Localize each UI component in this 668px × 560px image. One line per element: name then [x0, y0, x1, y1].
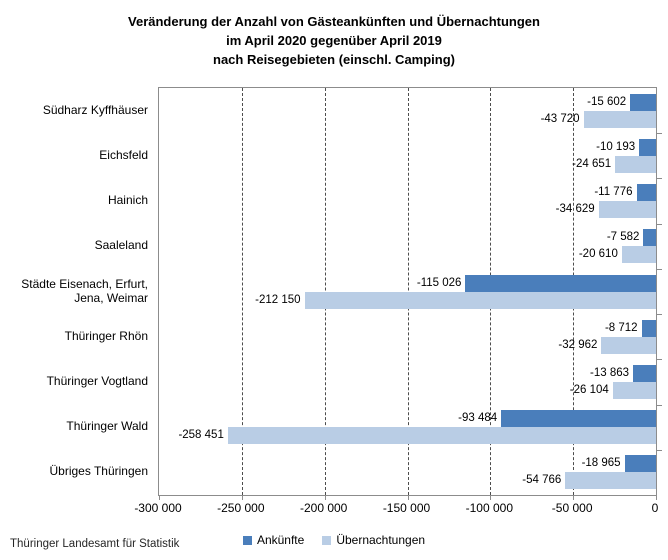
legend-item-ankuenfte: Ankünfte	[242, 533, 305, 547]
category-axis-tick	[657, 359, 662, 361]
category-label: Thüringer Vogtland	[46, 373, 148, 388]
x-axis-tick	[407, 496, 409, 500]
plot-area: -15 602 -43 720 -10 193 -24 651 -11 776 -34 6…	[158, 87, 662, 500]
bar-uebernachtungen	[621, 246, 656, 264]
chart-title-line-2: im April 2020 gegenüber April 2019	[226, 33, 442, 48]
x-tick-label: -100 000	[465, 501, 514, 515]
value-axis-labels: -300 000 -250 000 -200 000 -150 000 -100 000…	[134, 501, 658, 517]
bar-ankuenfte	[641, 319, 656, 337]
x-tick-label: -200 000	[299, 501, 348, 515]
category-label: Saaleland	[94, 238, 148, 253]
bar-uebernachtungen	[615, 155, 656, 173]
legend-label-uebernachtungen: Übernachtungen	[336, 533, 426, 547]
legend-item-uebernachtungen: Übernachtungen	[322, 533, 425, 547]
legend-swatch-uebernachtungen	[322, 535, 332, 545]
bar-value-label: -15 602	[587, 95, 627, 108]
bar-ankuenfte	[643, 229, 656, 247]
bar-value-label: -10 193	[596, 140, 636, 153]
legend-label-ankuenfte: Ankünfte	[256, 533, 305, 547]
chart-title: Veränderung der Anzahl von Gästeankünfte…	[0, 12, 668, 69]
x-tick-label: -250 000	[217, 501, 265, 515]
bar-uebernachtungen	[227, 427, 656, 445]
bar-value-label: -7 582	[606, 231, 640, 244]
bar-value-label: -34 629	[555, 203, 595, 216]
bar-value-label: -13 863	[590, 366, 630, 379]
chart-title-line-3: nach Reisegebieten (einschl. Camping)	[213, 52, 455, 67]
x-tick-label: -50 000	[551, 501, 593, 515]
category-axis-tick	[657, 178, 662, 180]
bar-value-label: -26 104	[569, 383, 609, 396]
bar-ankuenfte	[633, 364, 656, 382]
category-axis-tick	[657, 268, 662, 270]
x-tick-label: -300 000	[134, 501, 182, 515]
legend-swatch-ankuenfte	[242, 535, 252, 545]
x-tick-label: 0	[651, 501, 659, 515]
bar-value-label: -54 766	[522, 474, 562, 487]
category-label: Eichsfeld	[99, 147, 148, 162]
bar-value-label: -20 610	[578, 248, 618, 261]
category-axis-labels: Südharz Kyffhäuser Eichsfeld Hainich Saalel…	[0, 87, 148, 494]
bar-uebernachtungen	[612, 381, 656, 399]
x-axis-tick	[490, 496, 492, 500]
bar-ankuenfte	[501, 410, 656, 428]
category-label: Städte Eisenach, Erfurt, Jena, Weimar	[21, 276, 148, 305]
bar-value-label: -18 965	[581, 457, 621, 470]
gridline	[241, 88, 243, 495]
bar-uebernachtungen	[598, 201, 656, 219]
category-axis-tick	[657, 449, 662, 451]
category-label: Thüringer Wald	[66, 419, 148, 434]
bar-uebernachtungen	[583, 110, 656, 128]
bar-value-label: -11 776	[594, 186, 633, 199]
category-axis-tick	[657, 314, 662, 316]
category-label: Hainich	[107, 193, 148, 208]
bar-ankuenfte	[630, 93, 656, 111]
bar-value-label: -8 712	[604, 321, 638, 334]
category-label: Südharz Kyffhäuser	[42, 102, 148, 117]
bar-uebernachtungen	[601, 336, 656, 354]
x-axis-tick	[241, 496, 243, 500]
x-axis-tick	[324, 496, 326, 500]
bar-uebernachtungen	[565, 472, 656, 490]
bar-ankuenfte	[636, 184, 656, 202]
bar-uebernachtungen	[304, 291, 656, 309]
bar-value-label: -115 026	[416, 276, 462, 289]
bar-ankuenfte	[465, 274, 656, 292]
x-axis-tick	[656, 496, 657, 500]
category-axis-tick	[657, 223, 662, 225]
category-label: Thüringer Rhön	[64, 328, 148, 343]
bar-value-label: -32 962	[558, 338, 598, 351]
bar-value-label: -212 150	[255, 293, 301, 306]
category-label: Übriges Thüringen	[49, 464, 148, 479]
bar-value-label: -258 451	[178, 429, 224, 442]
x-tick-label: -150 000	[382, 501, 431, 515]
x-axis-tick	[573, 496, 575, 500]
x-axis-tick	[159, 496, 160, 500]
legend: Ankünfte Übernachtungen	[0, 532, 668, 548]
category-axis-tick	[657, 404, 662, 406]
bar-value-label: -24 651	[572, 157, 612, 170]
bar-value-label: -43 720	[540, 112, 580, 125]
bar-value-label: -93 484	[458, 412, 498, 425]
chart-title-line-1: Veränderung der Anzahl von Gästeankünfte…	[128, 14, 540, 29]
bar-ankuenfte	[624, 455, 656, 473]
category-axis-tick	[657, 133, 662, 135]
bar-ankuenfte	[639, 138, 656, 156]
source-caption: Thüringer Landesamt für Statistik	[10, 538, 180, 550]
